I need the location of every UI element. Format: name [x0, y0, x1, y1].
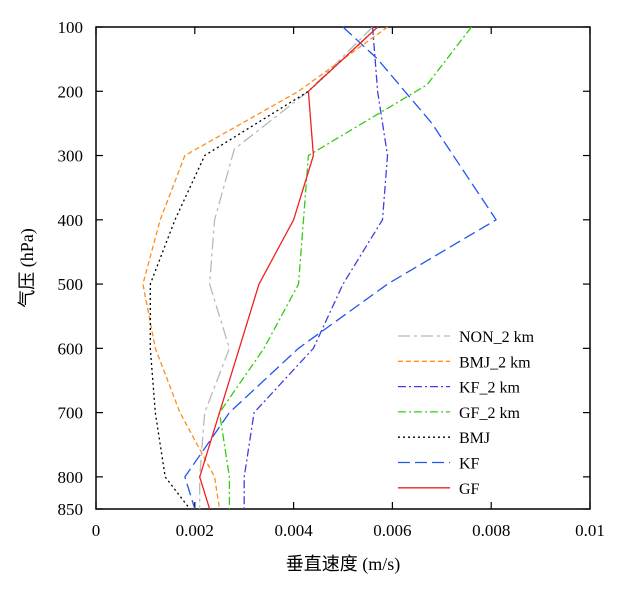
x-tick-label: 0.006: [373, 521, 411, 540]
y-tick-label: 600: [58, 339, 84, 358]
series-line-non-2-km: [199, 26, 374, 509]
y-tick-label: 700: [58, 404, 84, 423]
y-tick-label: 100: [58, 18, 84, 37]
y-tick-label: 400: [58, 211, 84, 230]
y-axis-label: 气压 (hPa): [17, 228, 38, 308]
legend-label: GF_2 km: [459, 405, 520, 422]
plot-area: [95, 26, 591, 510]
series-line-gf: [199, 26, 379, 510]
series-line-kf-2-km: [243, 26, 389, 509]
legend-label: KF_2 km: [459, 380, 520, 397]
ticks: 0 0.002 0.004 0.006 0.008 0.01 100 200 300 400 500…: [58, 18, 605, 540]
y-tick-label: 300: [58, 147, 84, 166]
series-line-bmj: [149, 26, 379, 510]
x-axis-label: 垂直速度 (m/s): [286, 554, 401, 575]
legend-label: BMJ: [459, 430, 490, 447]
series-line-gf-2-km: [218, 26, 472, 509]
x-tick-label: 0.002: [176, 521, 214, 540]
series-line-kf: [184, 26, 497, 510]
x-tick-label: 0.008: [472, 521, 510, 540]
legend-label: GF: [459, 481, 480, 498]
legend-label: BMJ_2 km: [459, 354, 531, 371]
x-tick-label: 0.01: [575, 521, 605, 540]
y-tick-label: 500: [58, 275, 84, 294]
legend-label: KF: [459, 456, 480, 473]
plot-frame: [95, 26, 591, 510]
y-tick-label: 800: [58, 468, 84, 487]
legend-label: NON_2 km: [459, 329, 535, 346]
y-tick-label: 850: [58, 500, 84, 519]
x-tick-label: 0.004: [274, 521, 313, 540]
x-tick-label: 0: [92, 521, 101, 540]
y-tick-label: 200: [58, 82, 84, 101]
legend: NON_2 km BMJ_2 km KF_2 km GF_2 km BMJ KF GF: [398, 329, 535, 498]
series-group: [142, 26, 497, 510]
series-line-bmj-2-km: [142, 26, 388, 510]
